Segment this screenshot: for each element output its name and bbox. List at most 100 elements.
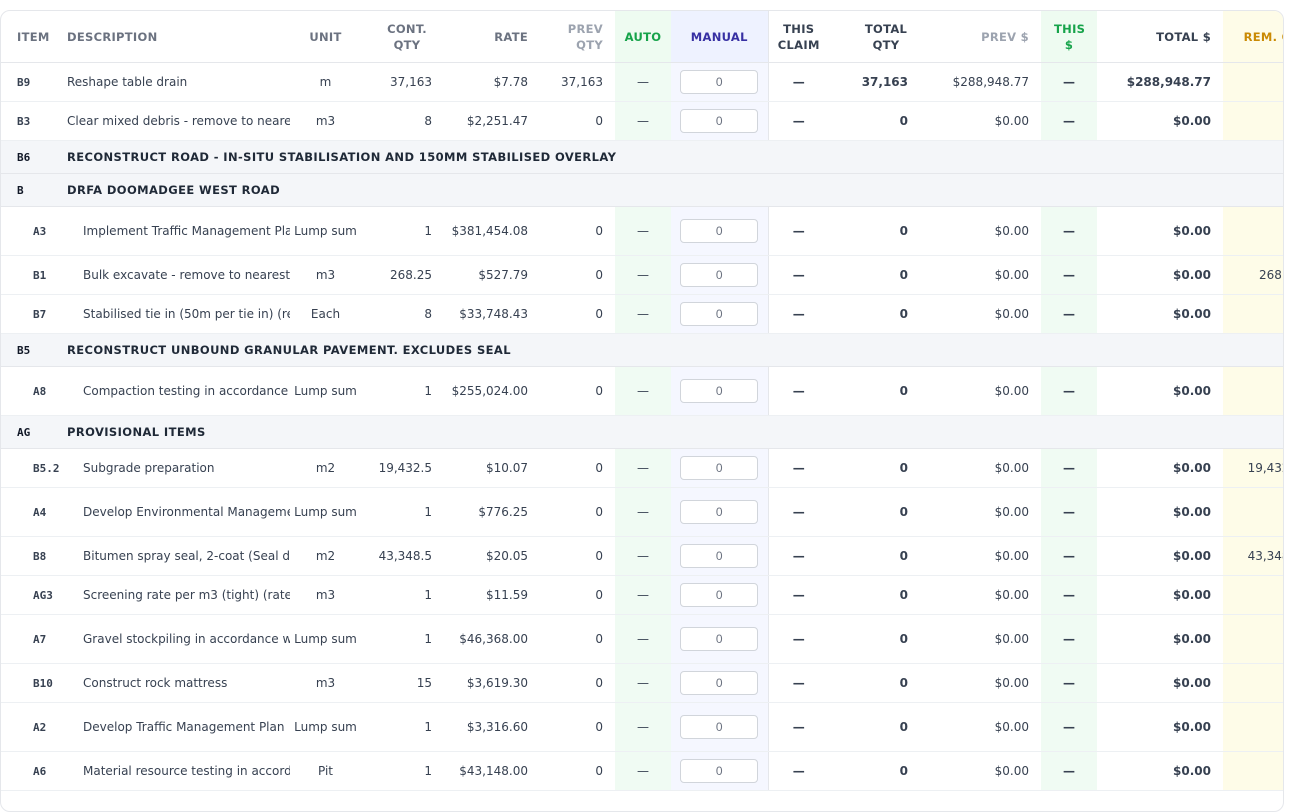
item-cont-qty: 1 (361, 206, 444, 256)
table-row[interactable]: A6 Material resource testing in accord...… (1, 751, 1283, 791)
item-prev-qty: 0 (540, 536, 615, 576)
item-auto: — (615, 614, 671, 664)
item-rem-qty: 43,348.5 (1223, 536, 1283, 576)
group-row[interactable]: B5 RECONSTRUCT UNBOUND GRANULAR PAVEMENT.… (1, 333, 1283, 367)
item-prev-qty: 0 (540, 294, 615, 334)
item-unit: Lump sum (290, 702, 361, 752)
item-total-qty: 0 (829, 702, 921, 752)
item-total-qty: 0 (829, 751, 921, 791)
item-rate: $255,024.00 (444, 366, 540, 416)
item-unit: Pit (290, 751, 361, 791)
group-code: B6 (1, 140, 67, 174)
manual-qty-input[interactable] (680, 456, 759, 480)
item-unit: m3 (290, 663, 361, 703)
table-row[interactable]: B10 Construct rock mattress m3 15 $3,619.30 0… (1, 663, 1283, 703)
item-this-dollar: — (1041, 448, 1097, 488)
group-code: AG (1, 415, 67, 449)
manual-qty-input[interactable] (680, 379, 759, 403)
item-manual-cell (671, 751, 768, 791)
item-auto: — (615, 663, 671, 703)
header-rem-qty[interactable]: REM. QTY (1223, 11, 1283, 63)
item-manual-cell (671, 702, 768, 752)
group-row[interactable]: AG PROVISIONAL ITEMS (1, 415, 1283, 449)
item-prev-dollar: $0.00 (921, 101, 1041, 141)
item-manual-cell (671, 206, 768, 256)
item-prev-qty: 37,163 (540, 62, 615, 102)
item-cont-qty: 8 (361, 294, 444, 334)
header-this-claim[interactable]: THIS CLAIM (767, 11, 829, 63)
item-rate: $776.25 (444, 487, 540, 537)
item-total-qty: 0 (829, 206, 921, 256)
item-code: B5.2 (1, 448, 67, 488)
item-unit: Lump sum (290, 614, 361, 664)
item-description: Bitumen spray seal, 2-coat (Seal d... (67, 536, 290, 576)
header-total-qty[interactable]: TOTAL QTY (829, 11, 921, 63)
item-this-claim: — (767, 448, 829, 488)
table-row[interactable]: A7 Gravel stockpiling in accordance wi...… (1, 614, 1283, 664)
table-row[interactable]: A3 Implement Traffic Management Plan Lump … (1, 206, 1283, 256)
header-total-dollar[interactable]: TOTAL $ (1097, 11, 1223, 63)
header-this-dollar[interactable]: THIS $ (1041, 11, 1097, 63)
item-total-qty: 0 (829, 448, 921, 488)
manual-qty-input[interactable] (680, 109, 759, 133)
table-row[interactable]: A8 Compaction testing in accordance ... Lu… (1, 366, 1283, 416)
header-description[interactable]: DESCRIPTION (67, 11, 290, 63)
group-title: RECONSTRUCT ROAD - IN-SITU STABILISATION… (67, 140, 1283, 174)
item-total-qty: 0 (829, 614, 921, 664)
table-row[interactable]: B7 Stabilised tie in (50m per tie in) (re… (1, 294, 1283, 334)
table-row[interactable]: B9 Reshape table drain m 37,163 $7.78 37,163—… (1, 62, 1283, 102)
header-prev-dollar[interactable]: PREV $ (921, 11, 1041, 63)
item-prev-qty: 0 (540, 614, 615, 664)
table-row[interactable]: B1 Bulk excavate - remove to nearest ... m… (1, 255, 1283, 295)
manual-qty-input[interactable] (680, 302, 759, 326)
claim-table: ITEM DESCRIPTION UNIT CONT. QTY RATE PRE… (1, 11, 1283, 791)
item-this-claim: — (767, 536, 829, 576)
manual-qty-input[interactable] (680, 759, 759, 783)
manual-qty-input[interactable] (680, 263, 759, 287)
item-prev-dollar: $0.00 (921, 487, 1041, 537)
table-row[interactable]: A4 Develop Environmental Manageme... Lump … (1, 487, 1283, 537)
item-prev-qty: 0 (540, 101, 615, 141)
item-total-qty: 0 (829, 575, 921, 615)
manual-qty-input[interactable] (680, 544, 759, 568)
item-description: Gravel stockpiling in accordance wi... (67, 614, 290, 664)
manual-qty-input[interactable] (680, 583, 759, 607)
item-prev-dollar: $0.00 (921, 536, 1041, 576)
item-total-qty: 0 (829, 663, 921, 703)
item-rate: $527.79 (444, 255, 540, 295)
item-this-dollar: — (1041, 366, 1097, 416)
item-total-dollar: $0.00 (1097, 536, 1223, 576)
header-rate[interactable]: RATE (444, 11, 540, 63)
item-manual-cell (671, 614, 768, 664)
table-row[interactable]: B8 Bitumen spray seal, 2-coat (Seal d... m… (1, 536, 1283, 576)
manual-qty-input[interactable] (680, 500, 759, 524)
header-cont-qty[interactable]: CONT. QTY (361, 11, 444, 63)
item-prev-qty: 0 (540, 255, 615, 295)
header-unit[interactable]: UNIT (290, 11, 361, 63)
item-rate: $7.78 (444, 62, 540, 102)
table-row[interactable]: A2 Develop Traffic Management Plan Lump su… (1, 702, 1283, 752)
manual-qty-input[interactable] (680, 715, 759, 739)
header-item[interactable]: ITEM (1, 11, 67, 63)
item-cont-qty: 1 (361, 751, 444, 791)
table-row[interactable]: B5.2 Subgrade preparation m2 19,432.5 $10.07… (1, 448, 1283, 488)
group-row[interactable]: B6 RECONSTRUCT ROAD - IN-SITU STABILISATI… (1, 140, 1283, 174)
item-total-dollar: $0.00 (1097, 614, 1223, 664)
manual-qty-input[interactable] (680, 70, 759, 94)
manual-qty-input[interactable] (680, 219, 759, 243)
header-auto[interactable]: AUTO (615, 11, 671, 63)
manual-qty-input[interactable] (680, 671, 759, 695)
manual-qty-input[interactable] (680, 627, 759, 651)
item-rem-qty: 0 (1223, 62, 1283, 102)
header-prev-qty[interactable]: PREV QTY (540, 11, 615, 63)
table-row[interactable]: AG3 Screening rate per m3 (tight) (rate .… (1, 575, 1283, 615)
group-row[interactable]: B DRFA DOOMADGEE WEST ROAD (1, 173, 1283, 207)
item-this-claim: — (767, 751, 829, 791)
item-unit: m3 (290, 255, 361, 295)
header-manual[interactable]: MANUAL (671, 11, 768, 63)
table-row[interactable]: B3 Clear mixed debris - remove to neares.… (1, 101, 1283, 141)
item-cont-qty: 19,432.5 (361, 448, 444, 488)
item-description: Implement Traffic Management Plan (67, 206, 290, 256)
item-unit: Lump sum (290, 366, 361, 416)
item-description: Construct rock mattress (67, 663, 290, 703)
